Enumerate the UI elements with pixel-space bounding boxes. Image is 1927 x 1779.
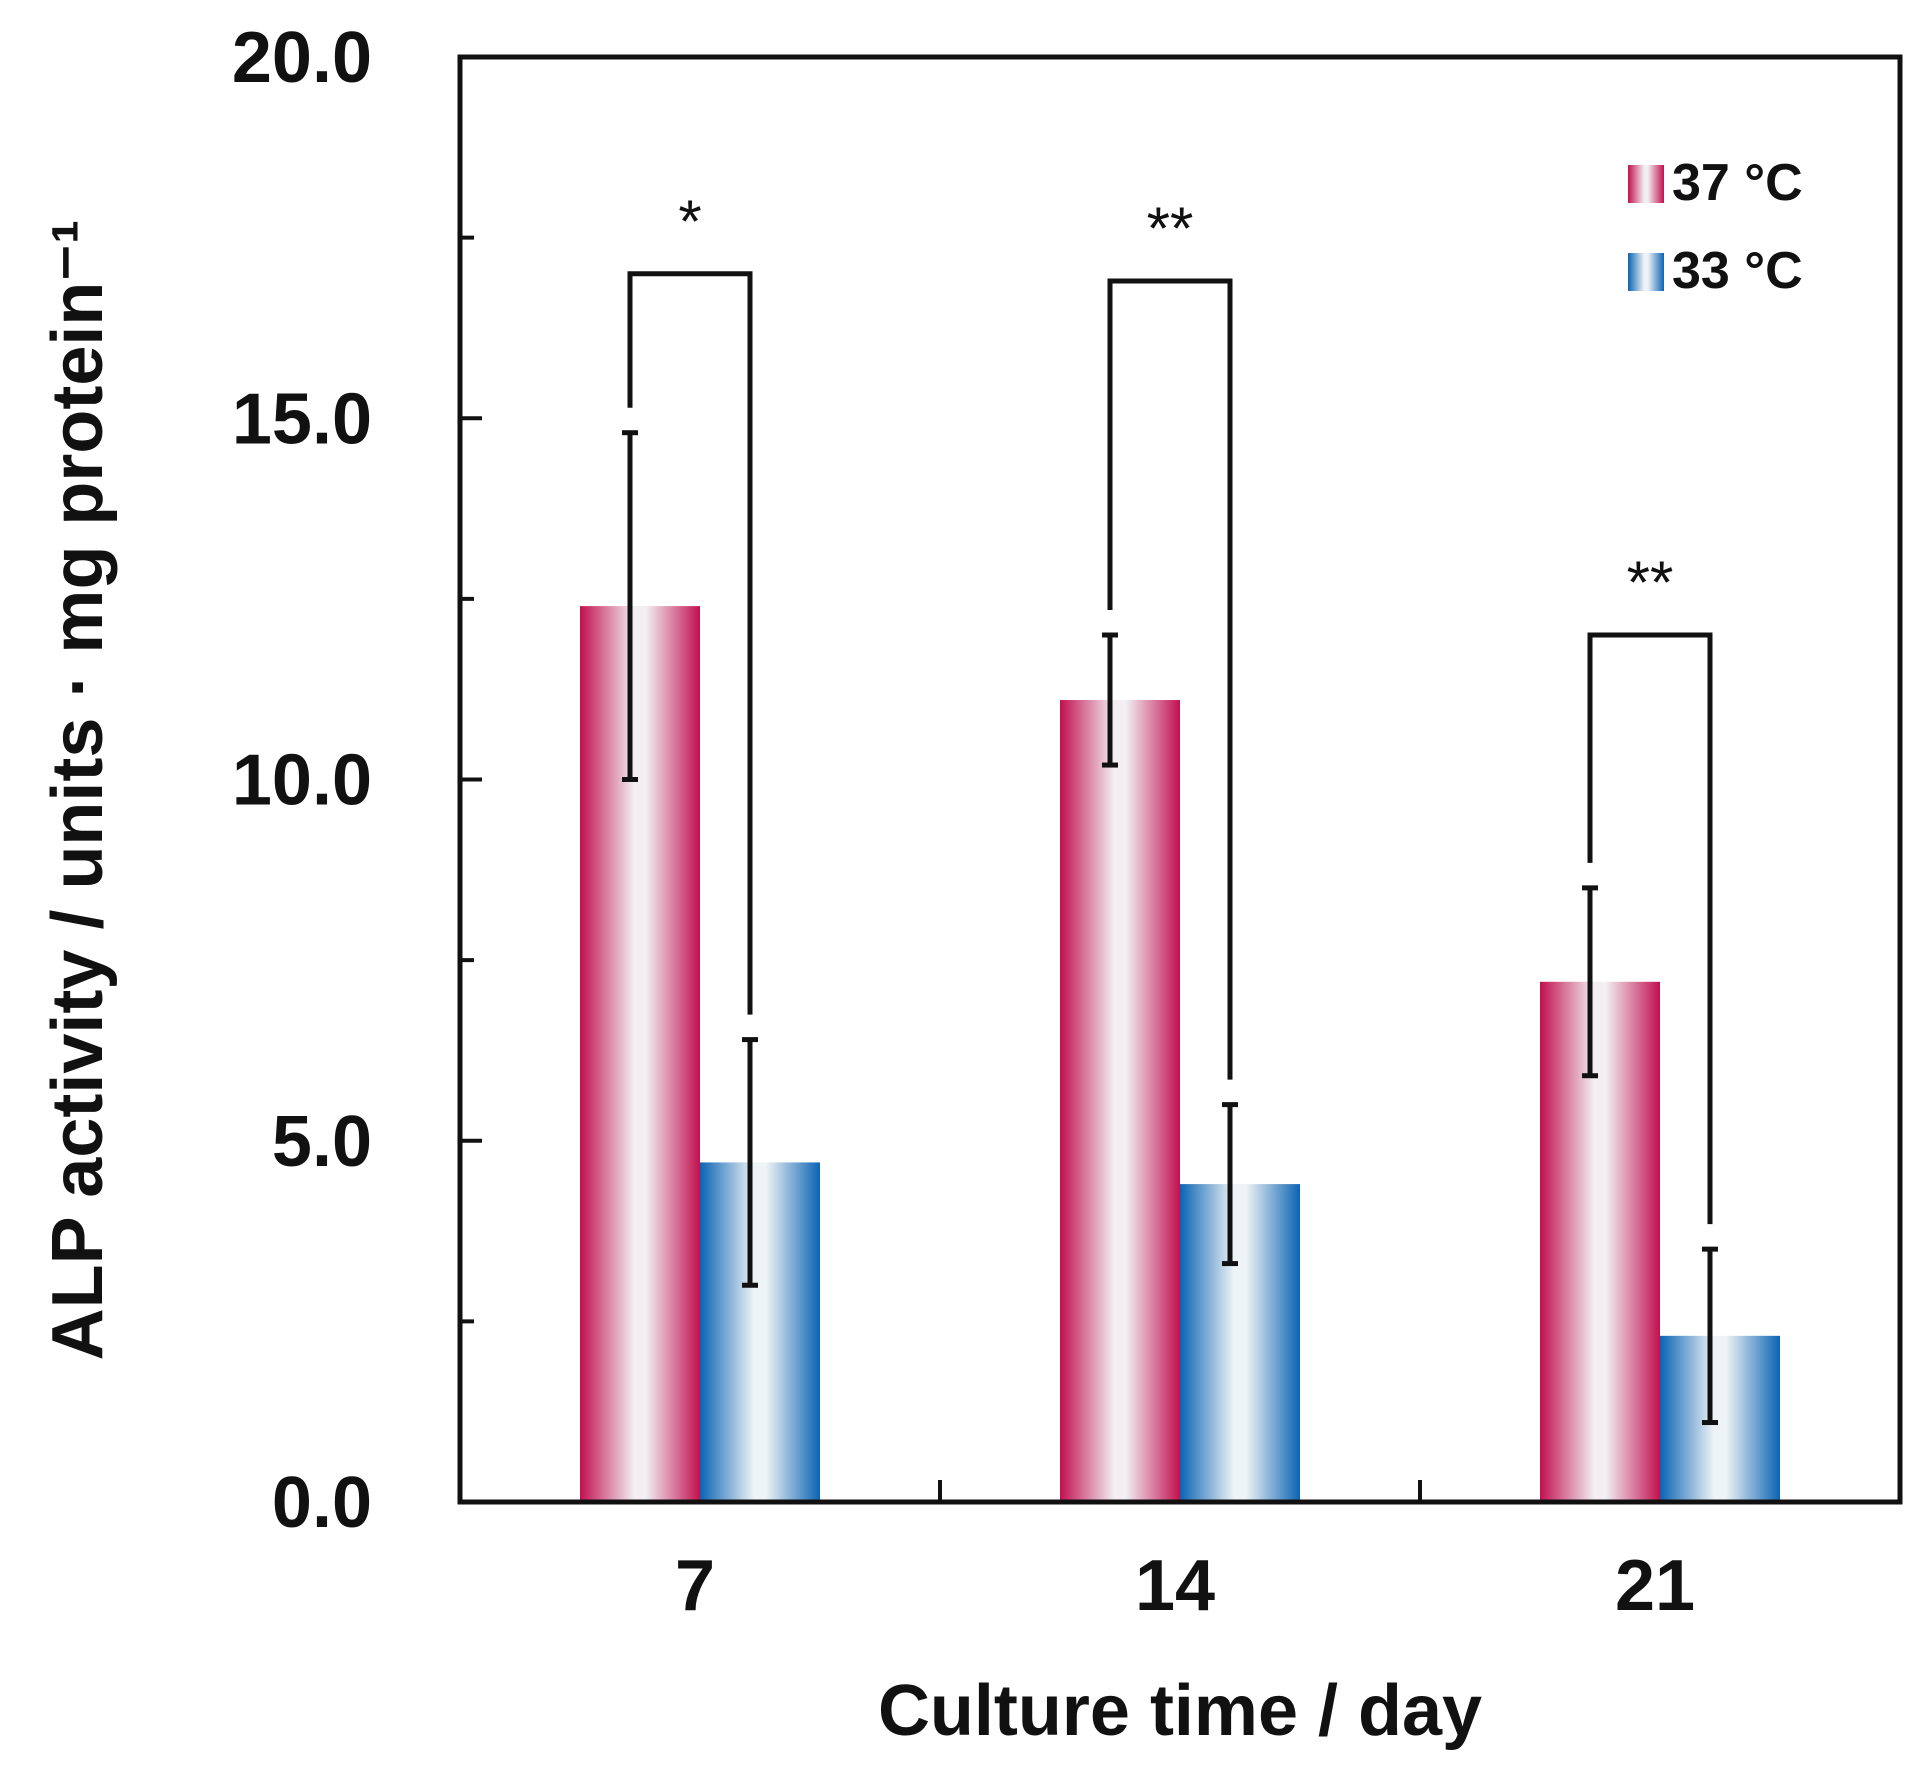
x-ticks-layer: 7 14 21 — [675, 1480, 1695, 1626]
x-tick-label: 21 — [1615, 1546, 1695, 1626]
legend-swatch-33C — [1628, 253, 1664, 291]
y-tick-label: 0.0 — [272, 1463, 372, 1543]
y-tick-label: 20.0 — [232, 18, 372, 98]
x-tick-label: 14 — [1135, 1546, 1215, 1626]
bar-37C-day14 — [1060, 700, 1180, 1502]
significance-bracket — [1587, 632, 1713, 1225]
significance-marker: ** — [1147, 195, 1194, 262]
legend: 37 °C 33 °C — [1628, 154, 1803, 300]
bar-37C-day7 — [580, 606, 700, 1502]
y-axis-title: ALP activity / units · mg protein⁻¹ — [38, 220, 118, 1361]
significance-bracket — [627, 271, 753, 1015]
bar-33C-day7 — [700, 1162, 820, 1502]
x-tick-label: 7 — [675, 1546, 715, 1626]
significance-layer: * **** — [627, 188, 1713, 1225]
bars-layer — [580, 606, 1780, 1502]
legend-label-33C: 33 °C — [1672, 242, 1803, 300]
error-bars-layer — [622, 430, 1718, 1426]
significance-bracket — [1107, 278, 1233, 1080]
y-ticks-layer: 0.0 5.0 10.0 15.0 20.0 — [232, 18, 482, 1543]
legend-label-37C: 37 °C — [1672, 154, 1803, 212]
significance-marker: ** — [1627, 549, 1674, 616]
y-tick-label: 10.0 — [232, 741, 372, 821]
y-tick-label: 15.0 — [232, 379, 372, 459]
x-axis-title: Culture time / day — [878, 1671, 1482, 1751]
bar-37C-day21 — [1540, 981, 1660, 1502]
bar-33C-day21 — [1660, 1335, 1780, 1502]
y-tick-label: 5.0 — [272, 1102, 372, 1182]
significance-marker: * — [678, 188, 701, 255]
bar-33C-day14 — [1180, 1184, 1300, 1502]
legend-swatch-37C — [1628, 165, 1664, 203]
